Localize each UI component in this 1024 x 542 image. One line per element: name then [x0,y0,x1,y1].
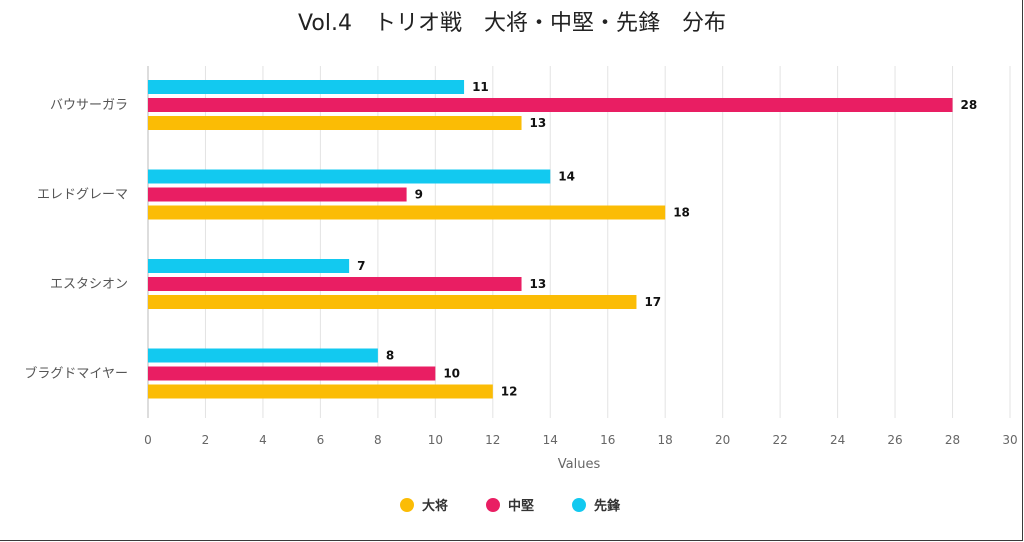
category-label: エスタシオン [50,277,128,292]
x-tick-label: 18 [658,433,673,447]
x-tick-label: 26 [887,433,902,447]
x-tick-label: 16 [600,433,615,447]
data-labels: 11 28 13 14 9 18 7 13 17 8 10 12 [357,80,977,399]
data-label: 14 [558,170,575,184]
category-label: ブラグドマイヤー [24,366,128,382]
x-tick-label: 4 [259,433,267,447]
x-tick-label: 28 [945,433,960,447]
bar [148,366,436,381]
bar [148,116,522,130]
legend-label: 中堅 [508,498,534,514]
bar [148,384,493,399]
data-label: 18 [673,206,690,220]
bar [148,169,551,184]
legend-swatch [486,498,500,512]
legend: 大将 中堅 先鋒 [400,498,621,514]
category-label: エレドグレーマ [37,188,128,203]
x-tick-label: 22 [772,433,787,447]
x-tick-label: 8 [374,433,382,447]
x-tick-label: 2 [202,433,210,447]
data-label: 12 [501,385,518,399]
data-label: 11 [472,80,489,94]
legend-label: 先鋒 [594,498,621,514]
category-label: バウサーガラ [50,98,128,113]
x-tick-label: 0 [144,433,152,447]
x-tick-label: 14 [543,433,558,447]
legend-label: 大将 [422,498,448,514]
x-tick-label: 12 [485,433,500,447]
bar [148,259,350,273]
bar [148,205,666,220]
data-label: 10 [443,367,460,381]
x-tick-label: 6 [317,433,325,447]
x-tick-labels: 0 2 4 6 8 10 12 14 16 18 20 22 24 26 28 30 [144,433,1017,447]
legend-swatch [400,498,414,512]
x-tick-label: 10 [428,433,443,447]
bar [148,348,378,363]
chart-title: Vol.4 トリオ戦 大将・中堅・先鋒 分布 [298,11,726,36]
bar [148,80,465,94]
data-label: 13 [530,277,547,291]
data-label: 13 [530,116,547,130]
data-label: 7 [357,259,365,273]
x-tick-label: 24 [830,433,845,447]
x-axis-title: Values [558,457,601,472]
bar [148,187,407,202]
legend-swatch [572,498,586,512]
bar [148,98,953,112]
bar [148,295,637,309]
bars [148,80,953,399]
data-label: 8 [386,349,394,363]
x-tick-label: 20 [715,433,730,447]
data-label: 9 [415,188,423,202]
data-label: 28 [961,98,978,112]
data-label: 17 [644,295,661,309]
x-tick-label: 30 [1002,433,1017,447]
bar [148,277,522,291]
